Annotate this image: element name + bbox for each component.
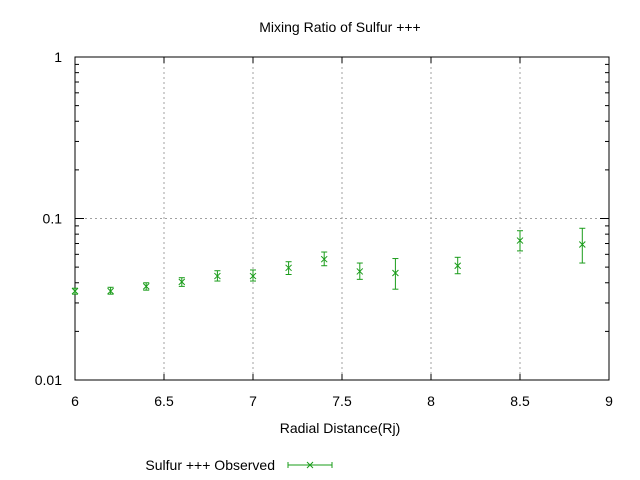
data-point bbox=[578, 227, 586, 264]
data-point bbox=[516, 230, 524, 252]
point-marker bbox=[142, 283, 150, 290]
point-marker bbox=[356, 268, 364, 275]
point-marker bbox=[249, 272, 257, 280]
data-point bbox=[249, 269, 257, 282]
data-point bbox=[107, 286, 114, 295]
chart-title: Mixing Ratio of Sulfur +++ bbox=[259, 19, 420, 35]
point-marker bbox=[107, 287, 114, 295]
data-series bbox=[71, 227, 586, 295]
x-tick-label: 9 bbox=[605, 393, 613, 409]
grid-lines bbox=[75, 57, 609, 380]
legend-sample-marker bbox=[287, 461, 333, 469]
point-marker bbox=[214, 272, 221, 280]
x-tick-labels: 6 6.5 7 7.5 8 8.5 9 bbox=[71, 393, 613, 409]
legend: Sulfur +++ Observed bbox=[145, 457, 333, 473]
point-marker bbox=[71, 287, 79, 295]
y-tick-labels: 0.01 0.1 1 bbox=[35, 49, 62, 388]
y-tick-label: 0.1 bbox=[43, 211, 63, 227]
x-tick-label: 6.5 bbox=[154, 393, 174, 409]
x-tick-label: 7 bbox=[249, 393, 257, 409]
axis-ticks bbox=[74, 56, 610, 381]
point-marker bbox=[578, 241, 586, 248]
point-marker bbox=[320, 255, 328, 263]
point-marker bbox=[178, 278, 186, 286]
data-point bbox=[142, 282, 150, 291]
point-marker bbox=[392, 269, 399, 277]
data-point bbox=[356, 262, 364, 280]
series-group bbox=[71, 227, 586, 295]
x-tick-label: 6 bbox=[71, 393, 79, 409]
y-tick-label: 0.01 bbox=[35, 372, 62, 388]
data-point bbox=[285, 261, 292, 276]
data-point bbox=[178, 277, 186, 287]
data-point bbox=[454, 256, 462, 275]
legend-label: Sulfur +++ Observed bbox=[145, 457, 275, 473]
x-tick-label: 8 bbox=[427, 393, 435, 409]
x-axis-label: Radial Distance(Rj) bbox=[280, 420, 401, 436]
legend-marker bbox=[306, 461, 314, 469]
x-tick-label: 8.5 bbox=[510, 393, 530, 409]
data-point bbox=[320, 251, 328, 267]
x-tick-label: 7.5 bbox=[332, 393, 352, 409]
data-point bbox=[392, 258, 399, 290]
point-marker bbox=[516, 237, 524, 244]
data-point bbox=[71, 287, 79, 295]
point-marker bbox=[454, 262, 462, 270]
y-tick-label: 1 bbox=[54, 49, 62, 65]
data-point bbox=[214, 270, 221, 282]
point-marker bbox=[285, 264, 292, 272]
